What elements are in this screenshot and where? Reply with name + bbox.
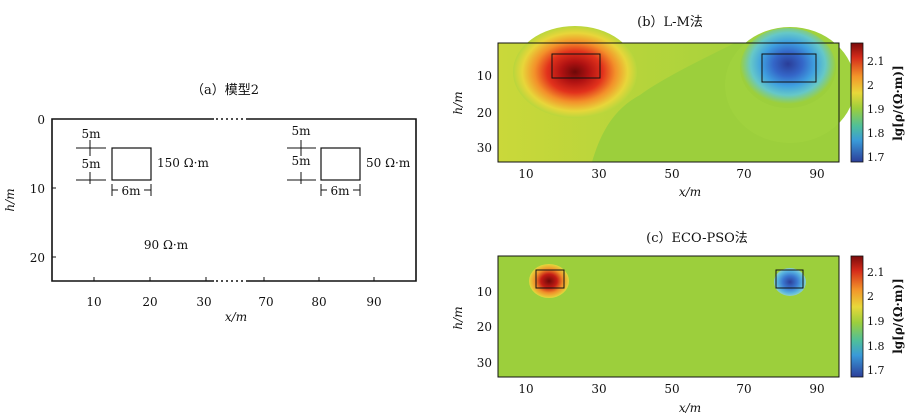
dimension-label: 5m bbox=[81, 157, 101, 171]
panel-b-colorbar: 2.1 2 1.9 1.8 1.7 lg[ρ/(Ω·m)] bbox=[850, 42, 905, 164]
panel-c-contour-map bbox=[497, 255, 840, 378]
colorbar-tick-label: 2 bbox=[867, 290, 874, 303]
dimension-label: 5m bbox=[81, 127, 101, 141]
y-axis-label: h/m bbox=[3, 188, 17, 211]
colorbar-tick-label: 1.8 bbox=[867, 127, 885, 140]
x-tick-label: 70 bbox=[736, 382, 751, 396]
x-axis-label: x/m bbox=[679, 401, 701, 415]
colorbar-tick-label: 2.1 bbox=[867, 55, 885, 68]
panel-c: (c）ECO-PSO法 10 20 30 h/m 10 30 50 70 90 … bbox=[451, 231, 905, 415]
x-tick-label: 90 bbox=[809, 382, 824, 396]
x-tick-label: 50 bbox=[664, 167, 679, 181]
y-tick-label: 0 bbox=[37, 113, 45, 127]
dimension-label: 5m bbox=[291, 124, 311, 138]
x-tick-label: 90 bbox=[366, 295, 381, 309]
x-tick-label: 30 bbox=[591, 167, 606, 181]
x-tick-label: 30 bbox=[591, 382, 606, 396]
colorbar-tick-label: 1.7 bbox=[867, 151, 885, 164]
panel-c-title: (c）ECO-PSO法 bbox=[646, 231, 748, 246]
x-tick-label: 70 bbox=[736, 167, 751, 181]
true-block-outline bbox=[535, 269, 565, 289]
y-tick-label: 30 bbox=[477, 141, 492, 155]
x-tick-label: 70 bbox=[258, 295, 273, 309]
y-tick-label: 10 bbox=[477, 285, 492, 299]
y-axis-label: h/m bbox=[451, 91, 465, 114]
dimension-label: 5m bbox=[291, 154, 311, 168]
x-tick-label: 10 bbox=[86, 295, 101, 309]
panel-c-colorbar: 2.1 2 1.9 1.8 1.7 lg[ρ/(Ω·m)] bbox=[850, 255, 905, 378]
colorbar-tick-label: 1.7 bbox=[867, 364, 885, 377]
panel-b-x-axis: 10 30 50 70 90 x/m bbox=[518, 167, 824, 199]
x-tick-label: 80 bbox=[311, 295, 326, 309]
y-tick-label: 20 bbox=[477, 320, 492, 334]
dimension-label: 6m bbox=[121, 184, 141, 198]
panel-c-y-axis: 10 20 30 h/m bbox=[451, 285, 492, 370]
x-tick-label: 30 bbox=[196, 295, 211, 309]
colorbar-tick-label: 2 bbox=[867, 79, 874, 92]
panel-b-title: (b）L-M法 bbox=[637, 15, 703, 30]
colorbar-tick-label: 1.9 bbox=[867, 315, 885, 328]
x-axis-label: x/m bbox=[679, 185, 701, 199]
y-tick-label: 10 bbox=[477, 69, 492, 83]
panel-a-x-axis: 10 20 30 70 80 90 x/m bbox=[86, 277, 382, 324]
y-tick-label: 20 bbox=[30, 251, 45, 265]
colorbar-tick-label: 2.1 bbox=[867, 266, 885, 279]
x-tick-label: 90 bbox=[809, 167, 824, 181]
x-tick-label: 10 bbox=[518, 382, 533, 396]
x-tick-label: 10 bbox=[518, 167, 533, 181]
y-tick-label: 30 bbox=[477, 356, 492, 370]
block-resistivity-label: 150 Ω·m bbox=[157, 156, 209, 170]
panel-b-y-axis: 10 20 30 h/m bbox=[451, 69, 492, 155]
true-block-outline bbox=[761, 53, 817, 83]
anomaly-block-low: 50 Ω·m 5m 5m 6m bbox=[287, 124, 411, 198]
x-tick-label: 20 bbox=[142, 295, 157, 309]
y-tick-label: 10 bbox=[30, 182, 45, 196]
y-tick-label: 20 bbox=[477, 106, 492, 120]
panel-a-frame bbox=[51, 118, 417, 282]
true-block-outline bbox=[551, 53, 601, 79]
colorbar-tick-label: 1.9 bbox=[867, 103, 885, 116]
colorbar-label: lg[ρ/(Ω·m)] bbox=[891, 278, 905, 354]
x-tick-label: 50 bbox=[664, 382, 679, 396]
panel-a-title: （a）模型2 bbox=[191, 83, 259, 98]
anomaly-block-high: 150 Ω·m 5m 5m 6m bbox=[76, 127, 209, 198]
background-resistivity-label: 90 Ω·m bbox=[144, 238, 189, 252]
block-resistivity-label: 50 Ω·m bbox=[366, 156, 411, 170]
panel-c-x-axis: 10 30 50 70 90 x/m bbox=[518, 382, 824, 415]
panel-b: (b）L-M法 10 20 30 h/m 10 30 50 70 90 x/m bbox=[451, 15, 905, 199]
panel-a: （a）模型2 0 10 20 h/m 10 20 30 70 bbox=[3, 83, 417, 324]
panel-b-contour-map bbox=[497, 26, 855, 163]
true-block-outline bbox=[775, 269, 804, 289]
dimension-label: 6m bbox=[330, 184, 350, 198]
x-axis-label: x/m bbox=[225, 310, 247, 324]
y-axis-label: h/m bbox=[451, 306, 465, 329]
colorbar-label: lg[ρ/(Ω·m)] bbox=[891, 65, 905, 141]
panel-a-y-axis: 0 10 20 h/m bbox=[3, 113, 56, 265]
colorbar-tick-label: 1.8 bbox=[867, 340, 885, 353]
